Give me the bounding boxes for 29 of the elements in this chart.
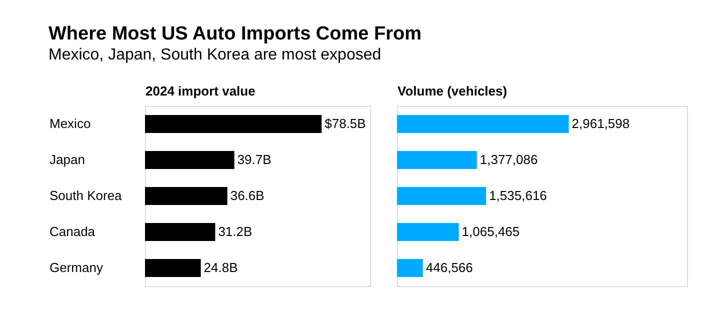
- x-axis-title: Volume (vehicles): [398, 84, 508, 98]
- data-label: 1,377,086: [480, 152, 538, 167]
- data-label: 1,065,465: [462, 224, 520, 239]
- x-axis-title: 2024 import value: [146, 84, 256, 98]
- bar: [397, 115, 569, 133]
- data-label: 1,535,616: [489, 188, 547, 203]
- bar: [145, 223, 216, 241]
- bar: [145, 259, 201, 277]
- bar: [145, 115, 322, 133]
- chart-subtitle: Mexico, Japan, South Korea are most exposed: [48, 46, 382, 64]
- data-label: $78.5B: [324, 116, 366, 131]
- data-label: 24.8B: [204, 260, 238, 275]
- bar: [145, 187, 228, 205]
- data-label: 2,961,598: [572, 116, 630, 131]
- data-label: 31.2B: [218, 224, 252, 239]
- bar: [397, 223, 459, 241]
- y-tick-label: Canada: [50, 224, 96, 239]
- y-tick-label: Germany: [50, 260, 104, 275]
- bar: [397, 151, 477, 169]
- y-tick-label: Japan: [50, 152, 85, 167]
- bar: [145, 151, 234, 169]
- chart-title: Where Most US Auto Imports Come From: [48, 24, 422, 44]
- data-label: 36.6B: [230, 188, 264, 203]
- bar: [397, 187, 486, 205]
- y-tick-label: South Korea: [50, 188, 123, 203]
- data-label: 446,566: [426, 260, 473, 275]
- data-label: 39.7B: [237, 152, 272, 167]
- y-tick-label: Mexico: [50, 116, 91, 131]
- bar: [397, 259, 423, 277]
